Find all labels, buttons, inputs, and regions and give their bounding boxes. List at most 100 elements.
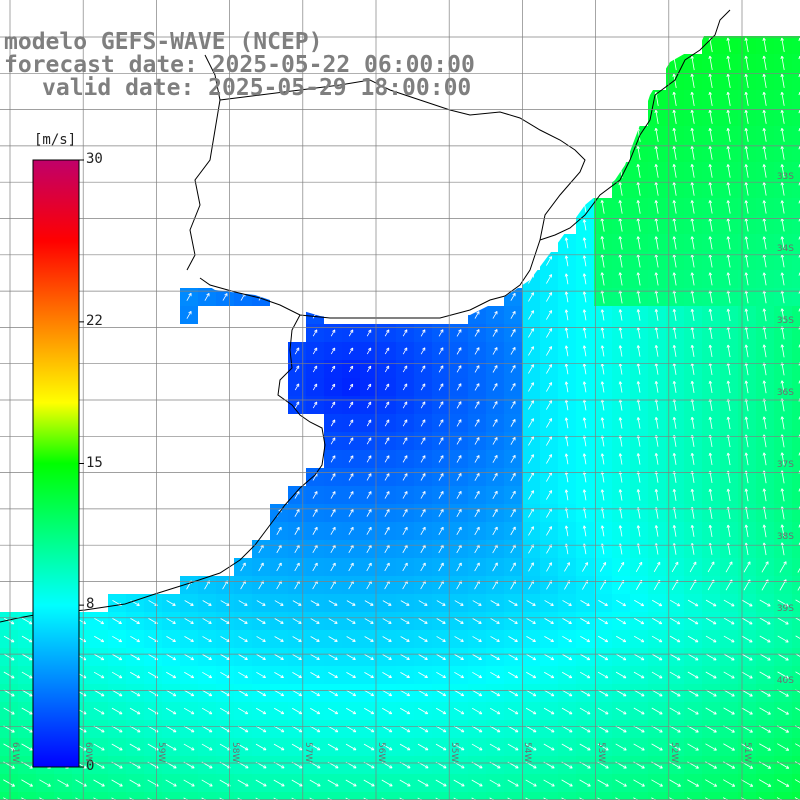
wind-arrow-head <box>601 489 605 493</box>
wind-arrow <box>763 326 767 340</box>
wind-arrow <box>492 347 498 355</box>
wind-arrow-head <box>781 200 785 204</box>
wind-arrow-head <box>458 562 462 565</box>
wind-arrow <box>655 327 659 339</box>
wind-arrow <box>546 418 552 428</box>
wind-arrow <box>184 600 194 606</box>
wind-arrow-head <box>278 562 282 565</box>
wind-arrow <box>456 562 462 572</box>
wind-arrow-head <box>693 561 697 564</box>
wind-cell <box>720 792 738 800</box>
wind-arrow-head <box>780 146 783 150</box>
wind-arrow-head <box>763 524 767 528</box>
wind-arrow-head <box>565 363 569 367</box>
wind-arrow-head <box>672 489 675 493</box>
wind-arrow <box>745 308 749 322</box>
wind-arrow <box>763 128 767 142</box>
wind-arrow-head <box>618 236 621 240</box>
wind-arrow <box>294 347 300 355</box>
wind-arrow-head <box>548 526 552 529</box>
wind-arrow-head <box>762 236 765 240</box>
wind-arrow <box>546 310 552 320</box>
wind-arrow <box>204 293 210 301</box>
wind-arrow-head <box>781 272 785 276</box>
wind-arrow-head <box>672 381 675 385</box>
wind-arrow-head <box>673 91 676 95</box>
wind-arrow <box>402 419 408 427</box>
wind-arrow <box>637 417 641 429</box>
wind-arrow <box>546 490 552 500</box>
wind-arrow <box>691 471 695 483</box>
wind-arrow-head <box>386 347 389 350</box>
wind-arrow <box>276 527 282 535</box>
wind-arrow-head <box>404 437 408 440</box>
wind-arrow-head <box>745 37 748 41</box>
wind-arrow-head <box>690 55 693 59</box>
wind-arrow <box>619 489 623 501</box>
wind-arrow <box>745 524 749 538</box>
wind-arrow <box>691 128 695 142</box>
wind-arrow-head <box>564 489 567 493</box>
wind-arrow <box>492 365 498 373</box>
wind-arrow-head <box>619 381 623 385</box>
wind-arrow-head <box>530 346 534 349</box>
wind-arrow <box>583 309 587 321</box>
wind-arrow-head <box>690 146 693 150</box>
wind-arrow <box>673 254 677 268</box>
wind-arrow <box>294 527 300 535</box>
wind-arrow-head <box>332 329 336 332</box>
wind-arrow <box>655 345 659 357</box>
wind-arrow-head <box>727 344 731 348</box>
wind-arrow-head <box>565 345 569 349</box>
wind-arrow <box>601 507 605 519</box>
wind-arrow-head <box>781 524 785 528</box>
wind-arrow-head <box>637 309 641 312</box>
wind-arrow <box>637 164 641 178</box>
wind-arrow-head <box>583 345 587 349</box>
wind-arrow <box>763 55 767 71</box>
wind-arrow-head <box>583 255 587 259</box>
wind-arrow-head <box>512 310 516 314</box>
wind-arrow <box>709 362 713 376</box>
wind-arrow <box>637 453 641 465</box>
wind-arrow-head <box>636 146 639 150</box>
wind-arrow <box>709 380 713 394</box>
wind-arrow <box>637 182 641 196</box>
wind-arrow <box>673 182 677 196</box>
wind-arrow <box>709 164 713 178</box>
wind-arrow-head <box>762 182 765 186</box>
wind-arrow-head <box>565 309 569 313</box>
wind-arrow-head <box>780 128 783 132</box>
wind-arrow <box>510 437 516 445</box>
wind-arrow-head <box>636 381 639 385</box>
wind-arrow <box>727 524 731 538</box>
wind-arrow <box>727 380 731 394</box>
wind-arrow <box>763 110 767 124</box>
wind-cell <box>792 198 800 216</box>
wind-cell <box>342 792 360 800</box>
wind-arrow <box>709 218 713 232</box>
wind-arrow-head <box>744 200 747 204</box>
wind-arrow-head <box>672 453 675 457</box>
wind-arrow <box>781 56 785 70</box>
wind-arrow-head <box>745 109 748 113</box>
wind-arrow <box>709 128 713 142</box>
wind-arrow-head <box>654 327 657 331</box>
wind-arrow <box>510 293 516 301</box>
wind-arrow-head <box>331 401 335 404</box>
wind-arrow <box>583 453 587 465</box>
wind-arrow-head <box>744 416 747 420</box>
wind-arrow <box>691 92 695 106</box>
wind-cell <box>684 792 702 800</box>
wind-arrow-head <box>727 91 730 95</box>
wind-arrow <box>528 472 534 482</box>
wind-arrow-head <box>440 347 444 350</box>
wind-cell <box>792 756 800 774</box>
wind-arrow <box>637 200 641 214</box>
wind-arrow <box>637 435 641 447</box>
wind-arrow <box>709 470 713 484</box>
wind-arrow-head <box>708 272 711 276</box>
wind-arrow-head <box>245 602 248 606</box>
wind-arrow <box>438 509 444 517</box>
wind-arrow-head <box>564 453 567 457</box>
